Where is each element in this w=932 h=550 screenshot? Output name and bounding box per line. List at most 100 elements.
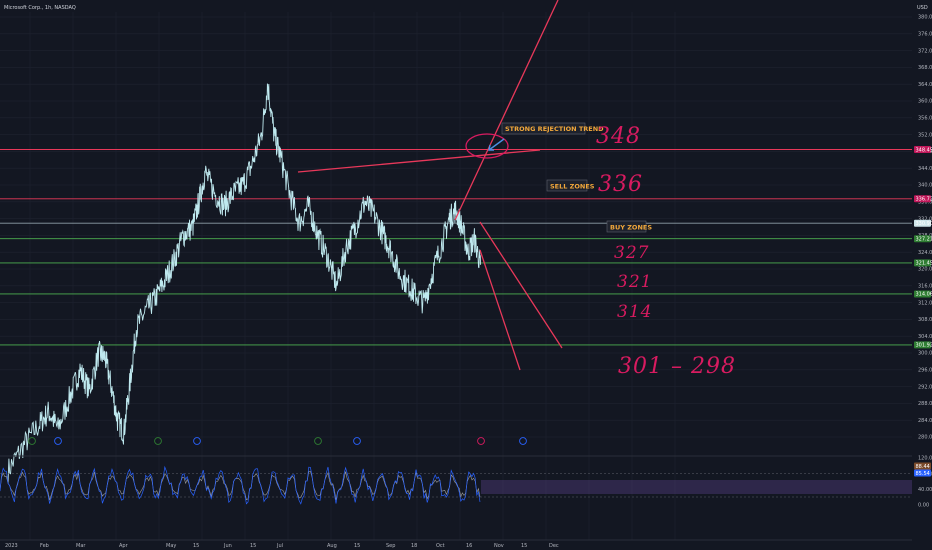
event-icons[interactable] [28, 437, 527, 445]
rejection-circle[interactable] [465, 133, 509, 159]
event-icon[interactable] [519, 437, 527, 445]
time-axis[interactable]: 2023 Feb Mar Apr May 15 Jun 15 Jul Aug 15 Sep 18 Oct 1… [5, 543, 559, 549]
oscillator-tag: 85.54 [914, 469, 931, 477]
price-series [7, 83, 482, 484]
svg-text:336.72: 336.72 [916, 197, 932, 203]
time-tick-label: 15 [354, 543, 360, 549]
price-tick-label: 336.00 [918, 200, 932, 206]
time-tick-label: Mar [76, 543, 86, 549]
price-tag: 321.45 [914, 259, 932, 267]
svg-text:88.44: 88.44 [916, 464, 930, 470]
event-icon[interactable] [353, 437, 361, 445]
svg-text:BUY ZONES: BUY ZONES [610, 224, 652, 232]
blue-arrow[interactable] [488, 138, 505, 151]
oscillator-band [481, 480, 912, 494]
price-tick-label: 344.00 [918, 166, 932, 172]
price-tick-label: 376.00 [918, 32, 932, 38]
price-tag: 327.21 [914, 235, 932, 243]
svg-text:327.21: 327.21 [916, 237, 932, 243]
price-tag: 301.92 [914, 341, 932, 349]
price-tick-label: 284.00 [918, 418, 932, 424]
price-line [7, 83, 482, 484]
price-tick-label: 308.00 [918, 317, 932, 323]
oscillator-tick-label: 0.00 [918, 503, 929, 509]
svg-text:314.06: 314.06 [916, 292, 932, 298]
rising-trendline[interactable] [454, 0, 559, 221]
price-tick-label: 352.00 [918, 132, 932, 138]
price-tag: 314.06 [914, 290, 932, 298]
trendlines[interactable] [297, 0, 563, 371]
svg-text:321.45: 321.45 [916, 261, 932, 267]
svg-text:STRONG REJECTION TREND: STRONG REJECTION TREND [505, 125, 604, 133]
price-tick-label: 320.00 [918, 267, 932, 273]
event-icon[interactable] [314, 437, 322, 445]
time-tick-label: Jul [276, 543, 283, 549]
price-tick-label: 324.00 [918, 250, 932, 256]
price-tags: 348.45 336.72 330.90 327.21 321.45 314.06 301.… [914, 146, 932, 349]
buy-zones-label[interactable]: BUY ZONES [606, 220, 652, 233]
time-tick-label: May [166, 543, 176, 549]
oscillator-fast-line [0, 465, 481, 505]
price-tag: 348.45 [914, 146, 932, 153]
price-tag: 330.90 [914, 219, 932, 227]
svg-text:330.90: 330.90 [916, 221, 932, 227]
price-axis[interactable]: 380.00 376.00 372.00 368.00 364.00 360.00 356.… [918, 15, 932, 441]
down-trendline-2[interactable] [479, 249, 521, 371]
down-trendline-1[interactable] [479, 221, 563, 349]
event-icon[interactable] [154, 437, 162, 445]
price-tick-label: 332.00 [918, 216, 932, 222]
strong-rejection-label[interactable]: STRONG REJECTION TREND [501, 122, 604, 135]
price-tick-label: 292.00 [918, 384, 932, 390]
price-tag: 336.72 [914, 195, 932, 203]
price-tick-label: 356.00 [918, 116, 932, 122]
price-tick-label: 300.00 [918, 351, 932, 357]
event-icon[interactable] [193, 437, 201, 445]
time-tick-label: Feb [40, 543, 49, 549]
price-tick-label: 368.00 [918, 65, 932, 71]
price-tick-label: 296.00 [918, 368, 932, 374]
time-tick-label: 15 [250, 543, 256, 549]
price-tick-label: 288.00 [918, 401, 932, 407]
time-tick-label: 15 [521, 543, 527, 549]
oscillator-tick-label: 40.00 [918, 487, 932, 493]
time-tick-label: Aug [327, 543, 337, 549]
oscillator-tick-label: 120.00 [918, 456, 932, 462]
hand-314: 314 [617, 302, 652, 322]
event-icon[interactable] [477, 437, 485, 445]
resistance-trendline[interactable] [297, 149, 541, 173]
event-icon[interactable] [54, 437, 62, 445]
currency-label: USD [917, 5, 928, 11]
hand-321: 321 [617, 272, 652, 292]
time-tick-label: Jun [223, 543, 232, 549]
oscillator-series [0, 465, 912, 505]
oscillator-tag: 88.44 [914, 462, 931, 470]
svg-text:348.45: 348.45 [916, 147, 932, 153]
hand-range: 301 – 298 [618, 354, 736, 379]
price-tick-label: 280.00 [918, 435, 932, 441]
time-tick-label: Apr [119, 543, 129, 549]
price-tick-label: 316.00 [918, 284, 932, 290]
time-tick-label: 16 [466, 543, 472, 549]
price-tick-label: 312.00 [918, 300, 932, 306]
symbol-title: Microsoft Corp., 1h, NASDAQ [4, 5, 76, 11]
hand-348: 348 [596, 124, 641, 149]
sell-zones-label[interactable]: SELL ZONES [546, 179, 595, 192]
event-icon[interactable] [28, 437, 36, 445]
price-tick-label: 380.00 [918, 15, 932, 21]
time-tick-label: 15 [193, 543, 199, 549]
svg-text:301.92: 301.92 [916, 343, 932, 349]
hand-336: 336 [598, 172, 643, 197]
horizontal-levels[interactable] [0, 149, 912, 346]
time-tick-label: Nov [494, 543, 504, 549]
svg-text:SELL ZONES: SELL ZONES [550, 183, 595, 191]
price-tick-label: 304.00 [918, 334, 932, 340]
time-tick-label: 18 [411, 543, 417, 549]
price-tick-label: 364.00 [918, 82, 932, 88]
hand-327: 327 [614, 243, 649, 263]
price-tick-label: 340.00 [918, 183, 932, 189]
time-tick-label: Dec [549, 543, 559, 549]
time-tick-label: Sep [386, 543, 395, 549]
svg-text:85.54: 85.54 [916, 471, 930, 477]
